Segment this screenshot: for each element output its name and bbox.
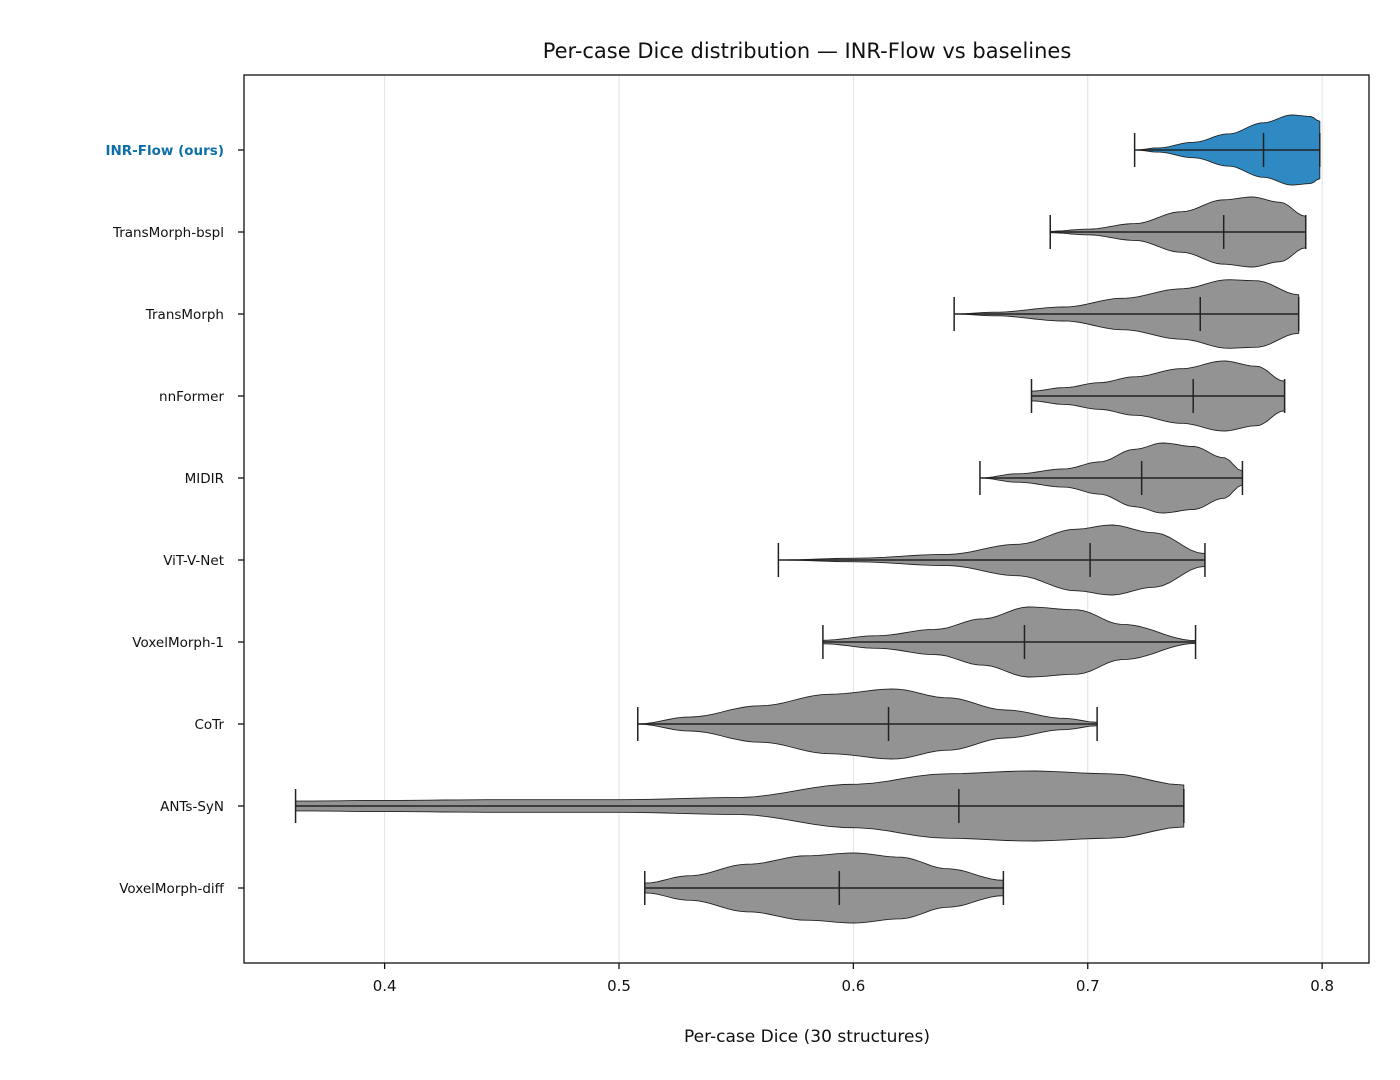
- y-tick-label: ViT-V-Net: [163, 553, 224, 569]
- violin-transmorph-bspl: [1049, 196, 1307, 268]
- violin-inr-flow-ours: [1133, 114, 1321, 186]
- y-tick-label: INR-Flow (ours): [105, 143, 224, 159]
- x-tick-label: 0.6: [841, 977, 865, 995]
- violin-midir: [979, 442, 1244, 514]
- x-tick-label: 0.7: [1076, 977, 1100, 995]
- x-axis-label: Per-case Dice (30 structures): [684, 1027, 930, 1047]
- violin-cotr: [637, 688, 1098, 760]
- violin-voxelmorph-1: [822, 606, 1197, 678]
- y-axis-ticks: INR-Flow (ours) TransMorph-bspl TransMorph…: [105, 143, 244, 897]
- y-tick-label: TransMorph: [145, 307, 224, 323]
- x-tick-label: 0.5: [607, 977, 631, 995]
- gridlines: [384, 75, 1323, 963]
- y-tick-label: TransMorph-bspl: [112, 225, 224, 241]
- y-tick-label: VoxelMorph-1: [132, 635, 224, 651]
- violin-transmorph: [953, 279, 1300, 349]
- violin-vit-v-net: [777, 524, 1206, 596]
- violin-nnformer: [1030, 360, 1286, 432]
- x-tick-label: 0.4: [373, 977, 397, 995]
- x-axis-ticks: 0.4 0.5 0.6 0.7 0.8: [373, 963, 1334, 995]
- plot-frame: [243, 74, 1370, 964]
- x-tick-label: 0.8: [1310, 977, 1334, 995]
- y-tick-label: VoxelMorph-diff: [119, 881, 224, 897]
- violins: [294, 114, 1321, 924]
- violin-voxelmorph-diff: [644, 852, 1005, 924]
- y-tick-label: ANTs-SyN: [160, 799, 224, 815]
- y-tick-label: nnFormer: [159, 389, 224, 405]
- chart-title: Per-case Dice distribution — INR-Flow vs…: [543, 39, 1072, 63]
- violin-ants-syn: [294, 770, 1185, 842]
- y-tick-label: MIDIR: [185, 471, 224, 487]
- y-tick-label: CoTr: [195, 717, 225, 733]
